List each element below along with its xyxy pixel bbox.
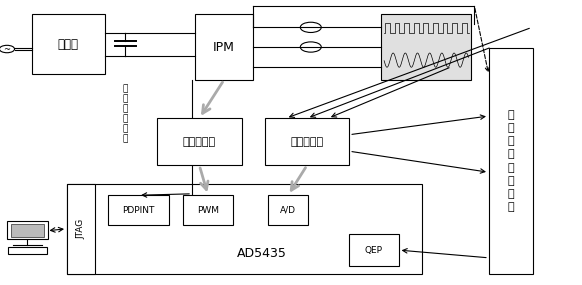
- FancyBboxPatch shape: [7, 221, 48, 239]
- Text: A/D: A/D: [280, 206, 296, 215]
- FancyBboxPatch shape: [32, 14, 105, 74]
- FancyBboxPatch shape: [195, 14, 253, 80]
- FancyBboxPatch shape: [349, 234, 399, 266]
- Text: QEP: QEP: [365, 246, 383, 255]
- FancyBboxPatch shape: [67, 184, 422, 274]
- FancyBboxPatch shape: [8, 247, 47, 254]
- FancyBboxPatch shape: [108, 195, 169, 225]
- Text: JTAG: JTAG: [76, 219, 86, 239]
- Text: ~: ~: [3, 44, 10, 54]
- FancyBboxPatch shape: [67, 184, 95, 274]
- Text: 无
位
置
传
感
器
检
测: 无 位 置 传 感 器 检 测: [508, 110, 514, 212]
- FancyBboxPatch shape: [381, 14, 471, 80]
- FancyBboxPatch shape: [265, 118, 349, 165]
- Text: IPM: IPM: [213, 40, 235, 54]
- Text: 光电耦合器: 光电耦合器: [183, 137, 216, 147]
- FancyBboxPatch shape: [11, 224, 44, 237]
- FancyBboxPatch shape: [268, 195, 308, 225]
- FancyBboxPatch shape: [157, 118, 242, 165]
- FancyBboxPatch shape: [183, 195, 233, 225]
- Text: 整流器: 整流器: [58, 38, 79, 51]
- Text: PDPINT: PDPINT: [122, 206, 154, 215]
- Text: 电流传感器: 电流传感器: [290, 137, 324, 147]
- FancyBboxPatch shape: [489, 48, 533, 274]
- Text: PWM: PWM: [197, 206, 219, 215]
- Text: AD5435: AD5435: [237, 247, 287, 260]
- Text: 故
障
保
护
信
号: 故 障 保 护 信 号: [122, 84, 128, 144]
